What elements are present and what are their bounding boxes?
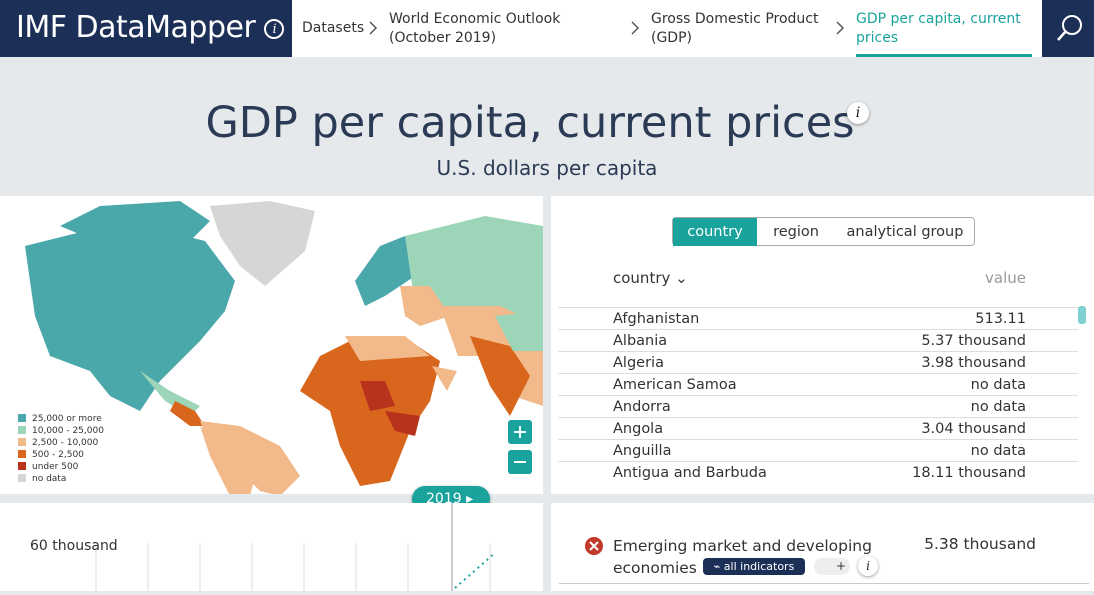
legend-swatch bbox=[18, 450, 26, 458]
zoom-controls[interactable] bbox=[508, 420, 536, 476]
tabs: country region analytical group bbox=[672, 217, 975, 246]
search-icon[interactable] bbox=[1042, 0, 1094, 57]
column-header[interactable]: country ⌄ bbox=[613, 269, 688, 287]
selection-panel: Emerging market and developing economies… bbox=[551, 503, 1094, 591]
legend-item: 500 - 2,500 bbox=[18, 450, 84, 460]
title: GDP per capita, current prices bbox=[205, 98, 855, 148]
column-header[interactable]: value bbox=[985, 269, 1026, 287]
country-name: Afghanistan bbox=[613, 311, 700, 327]
legend-label: 2,500 - 10,000 bbox=[32, 438, 99, 448]
breadcrumbs: Datasets World Economic Outlook (October… bbox=[292, 0, 1042, 57]
table-row[interactable]: Antigua and Barbuda 18.11 thousand bbox=[558, 461, 1078, 483]
search-button[interactable] bbox=[1042, 0, 1094, 57]
map-panel: 25,000 or more 10,000 - 25,000 2,500 - 10,… bbox=[0, 196, 543, 496]
legend-item: 25,000 or more bbox=[18, 414, 102, 424]
table-row[interactable]: Albania 5.37 thousand bbox=[558, 329, 1078, 351]
country-name: Anguilla bbox=[613, 443, 672, 459]
selection-value: 5.38 thousand bbox=[924, 535, 1036, 553]
legend-swatch bbox=[18, 462, 26, 470]
toggle[interactable]: + bbox=[814, 558, 850, 575]
table-row[interactable]: Afghanistan 513.11 bbox=[558, 307, 1078, 329]
table-panel: country region analytical group country … bbox=[551, 196, 1094, 494]
brand-info[interactable]: i bbox=[264, 18, 285, 39]
table-row[interactable]: Anguilla no data bbox=[558, 439, 1078, 461]
country-name: Andorra bbox=[613, 399, 671, 415]
country-name: Albania bbox=[613, 333, 668, 349]
tab[interactable]: region bbox=[773, 224, 819, 240]
legend-swatch bbox=[18, 426, 26, 434]
legend-label: no data bbox=[32, 474, 67, 484]
tab[interactable]: analytical group bbox=[846, 224, 964, 240]
country-name: Antigua and Barbuda bbox=[613, 465, 767, 481]
crumb[interactable]: Gross Domestic Product (GDP) bbox=[651, 11, 819, 46]
line-chart bbox=[95, 503, 496, 591]
crumb-arrows bbox=[369, 21, 845, 35]
country-value: 3.04 thousand bbox=[921, 421, 1026, 437]
all-indicators[interactable]: ⌁ all indicators bbox=[703, 558, 805, 575]
table-row[interactable]: Andorra no data bbox=[558, 395, 1078, 417]
title-info[interactable]: i bbox=[847, 102, 869, 124]
country-name: Angola bbox=[613, 421, 664, 437]
all-indicators-text[interactable]: all indicators bbox=[723, 560, 795, 573]
table-row[interactable]: Algeria 3.98 thousand bbox=[558, 351, 1078, 373]
divider bbox=[559, 583, 1089, 584]
y-tick-label: 60 thousand bbox=[30, 538, 118, 554]
crumb[interactable]: Datasets bbox=[302, 20, 365, 36]
crumb[interactable]: World Economic Outlook (October 2019) bbox=[389, 11, 561, 46]
table-row[interactable]: Angola 3.04 thousand bbox=[558, 417, 1078, 439]
legend-label: 25,000 or more bbox=[32, 414, 102, 424]
legend-swatch bbox=[18, 414, 26, 422]
country-value: no data bbox=[970, 443, 1026, 459]
legend-swatch bbox=[18, 474, 26, 482]
legend-label: 10,000 - 25,000 bbox=[32, 426, 104, 436]
legend-item: under 500 bbox=[18, 462, 78, 472]
brand[interactable]: IMF DataMapper i bbox=[0, 0, 292, 57]
selection-name: Emerging market and developing economies bbox=[613, 537, 872, 577]
remove-icon[interactable] bbox=[584, 536, 604, 556]
country-value: 18.11 thousand bbox=[912, 465, 1026, 481]
country-value: 5.37 thousand bbox=[921, 333, 1026, 349]
country-value: 3.98 thousand bbox=[921, 355, 1026, 371]
column-country[interactable]: country bbox=[613, 269, 671, 287]
legend-label: under 500 bbox=[32, 462, 79, 472]
legend-item: 2,500 - 10,000 bbox=[18, 438, 98, 448]
country-name: Algeria bbox=[613, 355, 664, 371]
country-value: no data bbox=[970, 377, 1026, 393]
crumb-active[interactable]: GDP per capita, current prices bbox=[856, 10, 1032, 57]
country-value: 513.11 bbox=[975, 311, 1026, 327]
chart-panel: 60 thousand bbox=[0, 503, 543, 591]
legend-swatch bbox=[18, 438, 26, 446]
brand-text[interactable]: IMF DataMapper bbox=[16, 10, 256, 45]
selection-info[interactable]: i bbox=[858, 556, 878, 576]
country-value: no data bbox=[970, 399, 1026, 415]
table-row[interactable]: American Samoa no data bbox=[558, 373, 1078, 395]
tab-active[interactable]: country bbox=[673, 218, 757, 246]
country-name: American Samoa bbox=[613, 377, 737, 393]
legend-item: no data bbox=[18, 474, 66, 484]
legend-label: 500 - 2,500 bbox=[32, 450, 84, 460]
map[interactable] bbox=[0, 196, 543, 496]
scrollbar[interactable] bbox=[1078, 306, 1086, 324]
subtitle: U.S. dollars per capita bbox=[436, 156, 658, 180]
legend-item: 10,000 - 25,000 bbox=[18, 426, 104, 436]
